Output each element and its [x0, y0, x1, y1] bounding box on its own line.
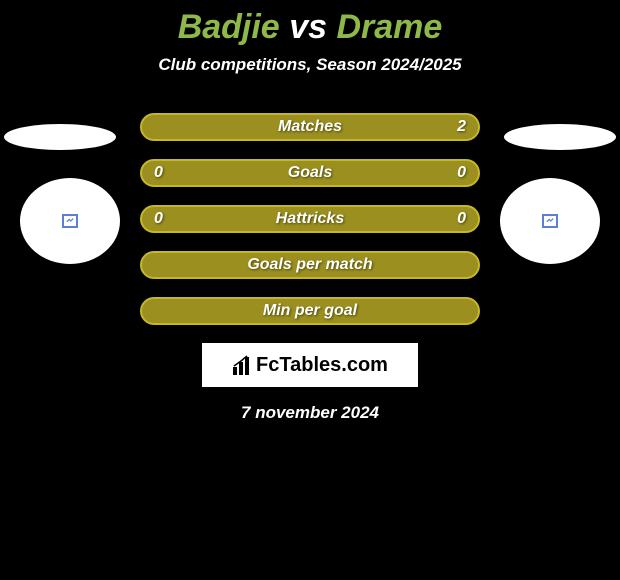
stat-right-value: 0: [457, 164, 466, 182]
page-title: Badjie vs Drame: [0, 0, 620, 47]
player2-avatar: [500, 178, 600, 264]
subtitle: Club competitions, Season 2024/2025: [0, 55, 620, 75]
stat-left-value: 0: [154, 164, 163, 182]
vs-text: vs: [289, 8, 327, 46]
stat-right-value: 2: [457, 118, 466, 136]
logo-label: FcTables.com: [256, 354, 388, 377]
stat-row: 0 Hattricks 0: [140, 205, 480, 233]
date: 7 november 2024: [0, 403, 620, 423]
stat-right-value: 0: [457, 210, 466, 228]
stat-row: 0 Goals 0: [140, 159, 480, 187]
placeholder-icon: [62, 214, 78, 228]
stat-row: Min per goal: [140, 297, 480, 325]
player2-name: Drame: [336, 8, 442, 46]
stat-label: Goals: [288, 164, 332, 182]
stats-table: Matches 2 0 Goals 0 0 Hattricks 0 Goals per matc…: [140, 113, 480, 325]
player2-ellipse: [504, 124, 616, 150]
stat-label: Min per goal: [263, 302, 357, 320]
player1-name: Badjie: [178, 8, 280, 46]
player1-ellipse: [4, 124, 116, 150]
stat-label: Hattricks: [276, 210, 344, 228]
logo: FcTables.com: [202, 343, 418, 387]
bars-icon: [232, 355, 254, 375]
stat-row: Goals per match: [140, 251, 480, 279]
player1-avatar: [20, 178, 120, 264]
logo-text: FcTables.com: [232, 354, 388, 377]
stat-label: Matches: [278, 118, 342, 136]
stat-label: Goals per match: [247, 256, 372, 274]
stat-left-value: 0: [154, 210, 163, 228]
stat-row: Matches 2: [140, 113, 480, 141]
placeholder-icon: [542, 214, 558, 228]
